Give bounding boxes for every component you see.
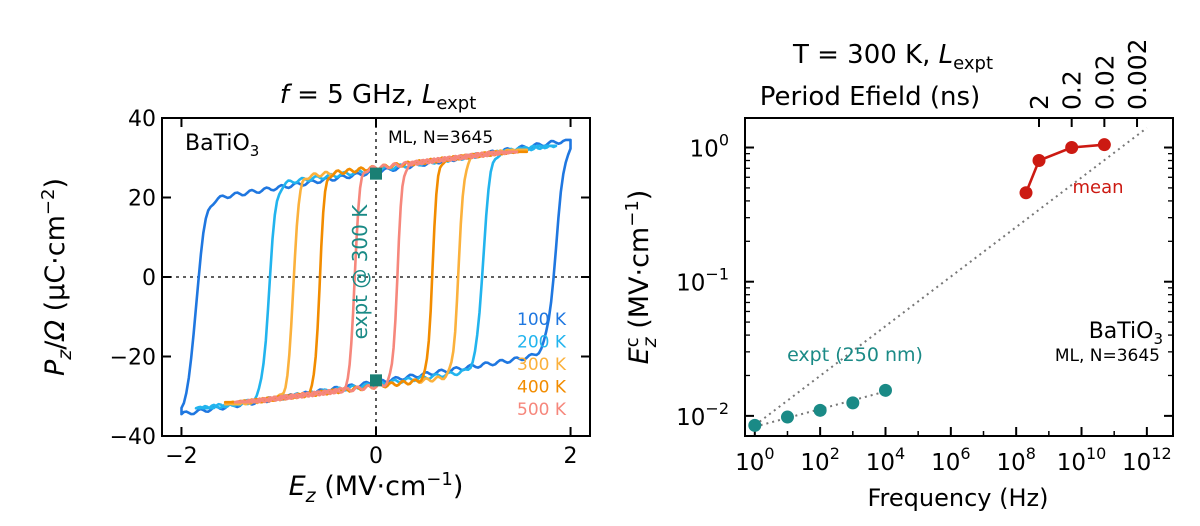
right-chart-title: T = 300 K, Lexpt	[792, 40, 993, 74]
x-tick-label: 0	[369, 444, 383, 469]
x-tick-label: 2	[564, 444, 578, 469]
legend-entry: 500 K	[517, 400, 567, 420]
right-model-label: ML, N=3645	[1055, 346, 1160, 366]
x-tick-label: 1010	[1057, 444, 1107, 476]
expt-annotation: expt @ 300 K	[348, 204, 372, 340]
expt-point-marker	[370, 167, 382, 180]
left-y-axis-label: Pz/Ω (μC·cm−2)	[38, 178, 76, 376]
top-tick-label: 0.2	[1058, 70, 1087, 110]
expt-data-point	[748, 418, 762, 432]
y-tick-label: 40	[128, 107, 156, 132]
right-y-axis-label: Ecz (MV·cm−1)	[622, 190, 661, 365]
expt-data-point	[846, 396, 860, 410]
left-chart-title: f = 5 GHz, Lexpt	[280, 80, 477, 114]
hysteresis-curves	[180, 138, 572, 416]
top-tick-label: 0.002	[1123, 38, 1152, 110]
x-tick-label: 102	[800, 444, 839, 476]
top-tick-label: 2	[1025, 94, 1054, 110]
y-tick-label: 100	[690, 131, 729, 163]
y-tick-label: 0	[142, 266, 156, 291]
legend-entry: 200 K	[517, 333, 567, 353]
coercive-field-chart: T = 300 K, Lexpt Period Efield (ns) 100 1…	[622, 38, 1174, 512]
y-tick-label: −20	[110, 346, 156, 371]
mean-data-point	[1065, 141, 1079, 155]
expt-point-marker	[370, 374, 382, 387]
expt-data-point	[813, 403, 827, 417]
right-x-axis-label: Frequency (Hz)	[868, 484, 1049, 512]
right-data-series	[748, 127, 1148, 432]
x-tick-label: 1012	[1122, 444, 1172, 476]
x-tick-label: 108	[996, 444, 1035, 476]
expt-data-point	[780, 410, 794, 424]
right-material-label: BaTiO3	[1089, 319, 1163, 348]
left-material-label: BaTiO3	[185, 131, 259, 160]
y-tick-label: −40	[110, 425, 156, 450]
hysteresis-loop	[194, 144, 558, 410]
x-tick-label: 104	[866, 444, 905, 476]
power-law-fit-line	[754, 127, 1148, 427]
expt-data-point	[878, 383, 892, 397]
mean-data-point	[1032, 154, 1046, 168]
top-tick-label: 0.02	[1090, 54, 1119, 110]
x-tick-label: −2	[165, 444, 197, 469]
legend-entry: 100 K	[517, 310, 567, 330]
mean-series-label: mean	[1072, 177, 1123, 198]
mean-data-point	[1019, 186, 1033, 200]
top-axis-label: Period Efield (ns)	[760, 82, 980, 112]
x-tick-label: 100	[735, 444, 774, 476]
legend-entry: 300 K	[517, 355, 567, 375]
legend-entry: 400 K	[517, 378, 567, 398]
mean-data-point	[1097, 138, 1111, 152]
left-x-axis-label: Ez (MV·cm−1)	[289, 469, 464, 507]
y-tick-label: 20	[128, 187, 156, 212]
hysteresis-loop	[233, 150, 519, 404]
mean-series-line	[1024, 143, 1105, 194]
left-model-label: ML, N=3645	[388, 128, 493, 148]
y-tick-label: 10−1	[676, 265, 729, 297]
expt-series-label: expt (250 nm)	[787, 344, 923, 366]
y-tick-label: 10−2	[676, 399, 729, 431]
expt-markers	[370, 167, 382, 387]
right-plot-frame	[744, 117, 1174, 437]
x-tick-label: 106	[931, 444, 970, 476]
